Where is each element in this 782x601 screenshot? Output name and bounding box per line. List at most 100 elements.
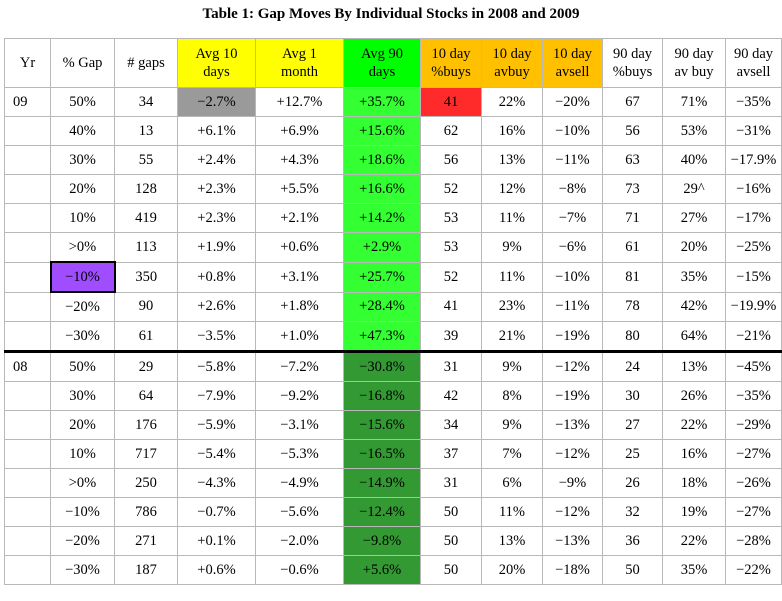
yr-cell bbox=[4, 116, 51, 146]
ten-day-avbuy-cell: 13% bbox=[481, 526, 543, 556]
ninety-day-avbuy-cell: 29^ bbox=[662, 174, 726, 204]
avg-1-month-cell: +6.9% bbox=[255, 116, 344, 146]
ninety-day-avbuy-cell: 19% bbox=[662, 497, 726, 527]
ninety-day-avbuy-cell: 20% bbox=[662, 232, 726, 263]
ninety-day-avbuy-cell: 53% bbox=[662, 116, 726, 146]
num-gaps-cell: 90 bbox=[114, 291, 178, 322]
ninety-day-avsell-cell: −17.9% bbox=[725, 145, 782, 175]
ninety-day-avbuy-cell: 71% bbox=[662, 87, 726, 117]
num-gaps-cell: 187 bbox=[114, 555, 178, 585]
header-10day-avbuy: 10 day avbuy bbox=[481, 38, 543, 88]
ten-day-avbuy-cell: 13% bbox=[481, 145, 543, 175]
ninety-day-pct-buys-cell: 78 bbox=[602, 291, 663, 322]
avg-90-days-cell: −14.9% bbox=[343, 468, 421, 498]
yr-cell: 09 bbox=[4, 87, 51, 117]
ten-day-avsell-cell: −11% bbox=[542, 291, 603, 322]
ten-day-avsell-cell: −13% bbox=[542, 410, 603, 440]
ninety-day-avsell-cell: −31% bbox=[725, 116, 782, 146]
avg-90-days-cell: −12.4% bbox=[343, 497, 421, 527]
avg-90-days-cell: +2.9% bbox=[343, 232, 421, 263]
ten-day-avbuy-cell: 11% bbox=[481, 203, 543, 233]
avg-10-days-cell: −3.5% bbox=[177, 321, 256, 353]
yr-cell bbox=[4, 555, 51, 585]
avg-90-days-cell: +5.6% bbox=[343, 555, 421, 585]
table-row: 20% 128 +2.3% +5.5% +16.6% 52 12% −8% 73 29^ −16% bbox=[4, 174, 782, 204]
ninety-day-avsell-cell: −19.9% bbox=[725, 291, 782, 322]
ten-day-avsell-cell: −10% bbox=[542, 261, 603, 293]
yr-cell bbox=[4, 410, 51, 440]
gap-cell: −20% bbox=[50, 526, 115, 556]
ten-day-avbuy-cell: 20% bbox=[481, 555, 543, 585]
ninety-day-avsell-cell: −15% bbox=[725, 261, 782, 293]
header-avg-10-days: Avg 10 days bbox=[177, 38, 256, 88]
yr-cell bbox=[4, 381, 51, 411]
ninety-day-avsell-cell: −26% bbox=[725, 468, 782, 498]
ten-day-pct-buys-cell: 52 bbox=[420, 174, 482, 204]
ten-day-avbuy-cell: 11% bbox=[481, 261, 543, 293]
ten-day-pct-buys-cell: 34 bbox=[420, 410, 482, 440]
avg-90-days-cell: +15.6% bbox=[343, 116, 421, 146]
ten-day-pct-buys-cell: 52 bbox=[420, 261, 482, 293]
avg-10-days-cell: −5.8% bbox=[177, 351, 256, 382]
yr-cell bbox=[4, 232, 51, 263]
avg-10-days-cell: +1.9% bbox=[177, 232, 256, 263]
ten-day-avsell-cell: −9% bbox=[542, 468, 603, 498]
table-row: >0% 250 −4.3% −4.9% −14.9% 31 6% −9% 26 18% −26% bbox=[4, 468, 782, 498]
header-pct-gap: % Gap bbox=[50, 38, 115, 88]
ninety-day-avbuy-cell: 40% bbox=[662, 145, 726, 175]
gap-cell: >0% bbox=[50, 232, 115, 263]
ninety-day-avbuy-cell: 35% bbox=[662, 555, 726, 585]
ninety-day-avsell-cell: −17% bbox=[725, 203, 782, 233]
ten-day-avbuy-cell: 7% bbox=[481, 439, 543, 469]
ninety-day-pct-buys-cell: 36 bbox=[602, 526, 663, 556]
table-row: 20% 176 −5.9% −3.1% −15.6% 34 9% −13% 27 22% −29% bbox=[4, 410, 782, 440]
gap-cell: −10% bbox=[50, 497, 115, 527]
num-gaps-cell: 128 bbox=[114, 174, 178, 204]
num-gaps-cell: 717 bbox=[114, 439, 178, 469]
num-gaps-cell: 419 bbox=[114, 203, 178, 233]
ninety-day-avsell-cell: −16% bbox=[725, 174, 782, 204]
header-10day-avsell: 10 day avsell bbox=[542, 38, 603, 88]
gap-cell: −30% bbox=[50, 321, 115, 353]
ninety-day-avbuy-cell: 35% bbox=[662, 261, 726, 293]
gap-cell: 10% bbox=[50, 439, 115, 469]
ten-day-pct-buys-cell: 31 bbox=[420, 468, 482, 498]
avg-1-month-cell: −5.3% bbox=[255, 439, 344, 469]
ninety-day-avbuy-cell: 16% bbox=[662, 439, 726, 469]
yr-cell bbox=[4, 526, 51, 556]
avg-10-days-cell: −7.9% bbox=[177, 381, 256, 411]
yr-cell bbox=[4, 468, 51, 498]
table-row: 08 50% 29 −5.8% −7.2% −30.8% 31 9% −12% 24 13% −45% bbox=[4, 351, 782, 382]
ninety-day-avsell-cell: −28% bbox=[725, 526, 782, 556]
ninety-day-avbuy-cell: 22% bbox=[662, 526, 726, 556]
header-90day-avsell: 90 day avsell bbox=[725, 38, 782, 88]
ten-day-avbuy-cell: 9% bbox=[481, 351, 543, 382]
ten-day-avbuy-cell: 8% bbox=[481, 381, 543, 411]
ten-day-pct-buys-cell: 53 bbox=[420, 232, 482, 263]
num-gaps-cell: 176 bbox=[114, 410, 178, 440]
avg-10-days-cell: +2.3% bbox=[177, 174, 256, 204]
avg-1-month-cell: +12.7% bbox=[255, 87, 344, 117]
ninety-day-pct-buys-cell: 25 bbox=[602, 439, 663, 469]
table-row: −10% 350 +0.8% +3.1% +25.7% 52 11% −10% 81 35% −15… bbox=[4, 261, 782, 293]
num-gaps-cell: 786 bbox=[114, 497, 178, 527]
avg-10-days-cell: +0.8% bbox=[177, 261, 256, 293]
ninety-day-avsell-cell: −21% bbox=[725, 321, 782, 353]
table-row: −20% 90 +2.6% +1.8% +28.4% 41 23% −11% 78 42% −19.… bbox=[4, 291, 782, 322]
avg-10-days-cell: +6.1% bbox=[177, 116, 256, 146]
ninety-day-pct-buys-cell: 63 bbox=[602, 145, 663, 175]
header-row: Yr % Gap # gaps Avg 10 days Avg 1 month Av… bbox=[4, 38, 782, 88]
avg-90-days-cell: +35.7% bbox=[343, 87, 421, 117]
ten-day-pct-buys-cell: 31 bbox=[420, 351, 482, 382]
ninety-day-pct-buys-cell: 56 bbox=[602, 116, 663, 146]
yr-cell bbox=[4, 497, 51, 527]
ten-day-pct-buys-cell: 50 bbox=[420, 497, 482, 527]
gap-cell: −30% bbox=[50, 555, 115, 585]
ten-day-avsell-cell: −13% bbox=[542, 526, 603, 556]
ten-day-pct-buys-cell: 53 bbox=[420, 203, 482, 233]
num-gaps-cell: 34 bbox=[114, 87, 178, 117]
table-row: 10% 419 +2.3% +2.1% +14.2% 53 11% −7% 71 27% −17% bbox=[4, 203, 782, 233]
yr-cell bbox=[4, 291, 51, 322]
gap-cell: 50% bbox=[50, 87, 115, 117]
header-90day-avbuy: 90 day av buy bbox=[662, 38, 726, 88]
